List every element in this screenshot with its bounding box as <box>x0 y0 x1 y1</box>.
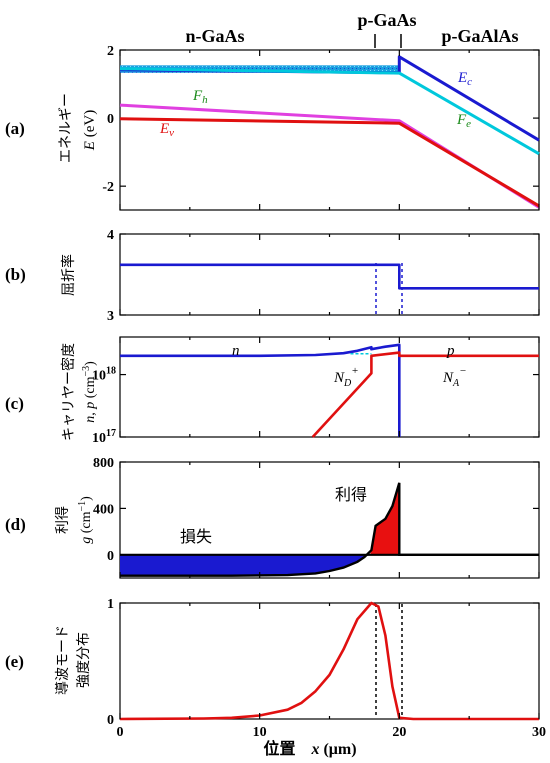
n-label: n <box>232 343 240 359</box>
na-label: NA− <box>442 365 467 389</box>
gain-area <box>370 482 400 555</box>
series-g-line <box>120 482 539 577</box>
x-axis-ticks: 0 10 20 30 <box>117 50 546 740</box>
panel-a: (a) エネルギー E (eV) 2 0 -2 Ec Fe Fh Ev <box>5 44 540 211</box>
panel-d-label: (d) <box>5 515 26 534</box>
panel-c-frame <box>119 336 540 438</box>
panel-e-label: (e) <box>5 652 24 671</box>
panel-d-lines <box>120 482 539 577</box>
series-index-line <box>120 263 539 290</box>
ev-label: Ev <box>159 121 174 139</box>
panel-e-ylabel-jp1: 導波モード <box>55 625 71 695</box>
ytick-label: 1018 <box>92 366 116 384</box>
panel-d-yticks: 800 400 0 <box>93 456 539 564</box>
panel-b: (b) 屈折率 43 <box>5 228 540 324</box>
panel-a-ylabel-unit: (eV) <box>82 110 98 141</box>
loss-label: 損失 <box>180 527 212 546</box>
ytick-label: 2 <box>107 44 114 59</box>
series-ev-line <box>119 117 540 208</box>
panel-b-ylabel-jp: 屈折率 <box>60 254 77 296</box>
ytick-label: 400 <box>93 502 114 517</box>
fh-label: Fh <box>192 88 208 106</box>
panel-a-ylabel-jp: エネルギー <box>58 93 74 163</box>
panel-c-label: (c) <box>5 394 24 413</box>
ytick-label: 0 <box>107 713 114 728</box>
ytick-label: 1 <box>107 597 114 612</box>
panel-e: (e) 導波モード 強度分布 10 <box>5 597 540 728</box>
pal-region-label: p-GaAlAs <box>441 26 518 46</box>
fe-label: Fe <box>456 112 471 130</box>
xtick-label: 20 <box>392 725 406 740</box>
series-fe-line <box>119 67 540 156</box>
ec-label: Ec <box>457 70 472 88</box>
panel-e-yticks: 10 <box>107 597 539 728</box>
ytick-label: 800 <box>93 456 114 471</box>
ytick-label: 0 <box>107 112 114 127</box>
loss-area <box>120 554 369 576</box>
p-label: p <box>446 343 455 359</box>
ytick-label: 3 <box>107 309 114 324</box>
x-axis-label: 位置 x (μm) <box>263 739 356 758</box>
ytick-label: 4 <box>107 228 114 243</box>
panel-d-ylabel-jp: 利得 <box>54 506 71 534</box>
panel-a-frame <box>119 49 540 211</box>
panel-c: (c) キャリヤー密度 n, p (cm−3) 1018 1017 n p ND+… <box>5 336 540 446</box>
panel-a-ylabel-symbol: E <box>82 141 98 151</box>
xtick-label: 10 <box>253 725 267 740</box>
nd-label: ND+ <box>333 365 359 389</box>
panel-e-lines <box>119 601 539 721</box>
ytick-label: 0 <box>107 549 114 564</box>
panel-a-label: (a) <box>5 119 25 138</box>
panel-a-lines <box>119 55 540 209</box>
panel-c-lines <box>120 343 539 438</box>
panel-e-frame <box>119 602 540 720</box>
gain-label: 利得 <box>335 485 367 504</box>
series-mode-line <box>119 601 539 721</box>
panel-d-ylabel: g (cm−1) <box>77 496 94 544</box>
panel-d: (d) 利得 g (cm−1) 800 400 0 損失 利得 <box>5 456 540 579</box>
xtick-label: 0 <box>117 725 124 740</box>
series-p-line <box>311 351 539 438</box>
panel-c-ylabel-jp: キャリヤー密度 <box>60 343 77 441</box>
series-n-line <box>120 343 401 437</box>
panel-c-yticks: 1018 1017 <box>92 366 539 446</box>
panel-b-yticks: 43 <box>107 228 539 324</box>
ytick-label: -2 <box>102 180 114 195</box>
panel-a-ylabel: E (eV) <box>82 110 98 151</box>
ytick-label: 1017 <box>92 428 116 446</box>
panel-b-lines <box>120 263 539 290</box>
xtick-label: 30 <box>532 725 546 740</box>
n-region-label: n-GaAs <box>185 26 244 46</box>
panel-e-ylabel-jp2: 強度分布 <box>76 632 92 688</box>
panel-b-frame <box>119 233 540 316</box>
panel-b-label: (b) <box>5 265 26 284</box>
ec-speckle-band <box>120 65 400 73</box>
panel-c-ylabel: n, p (cm−3) <box>81 361 98 423</box>
p-region-label: p-GaAs <box>357 10 416 30</box>
